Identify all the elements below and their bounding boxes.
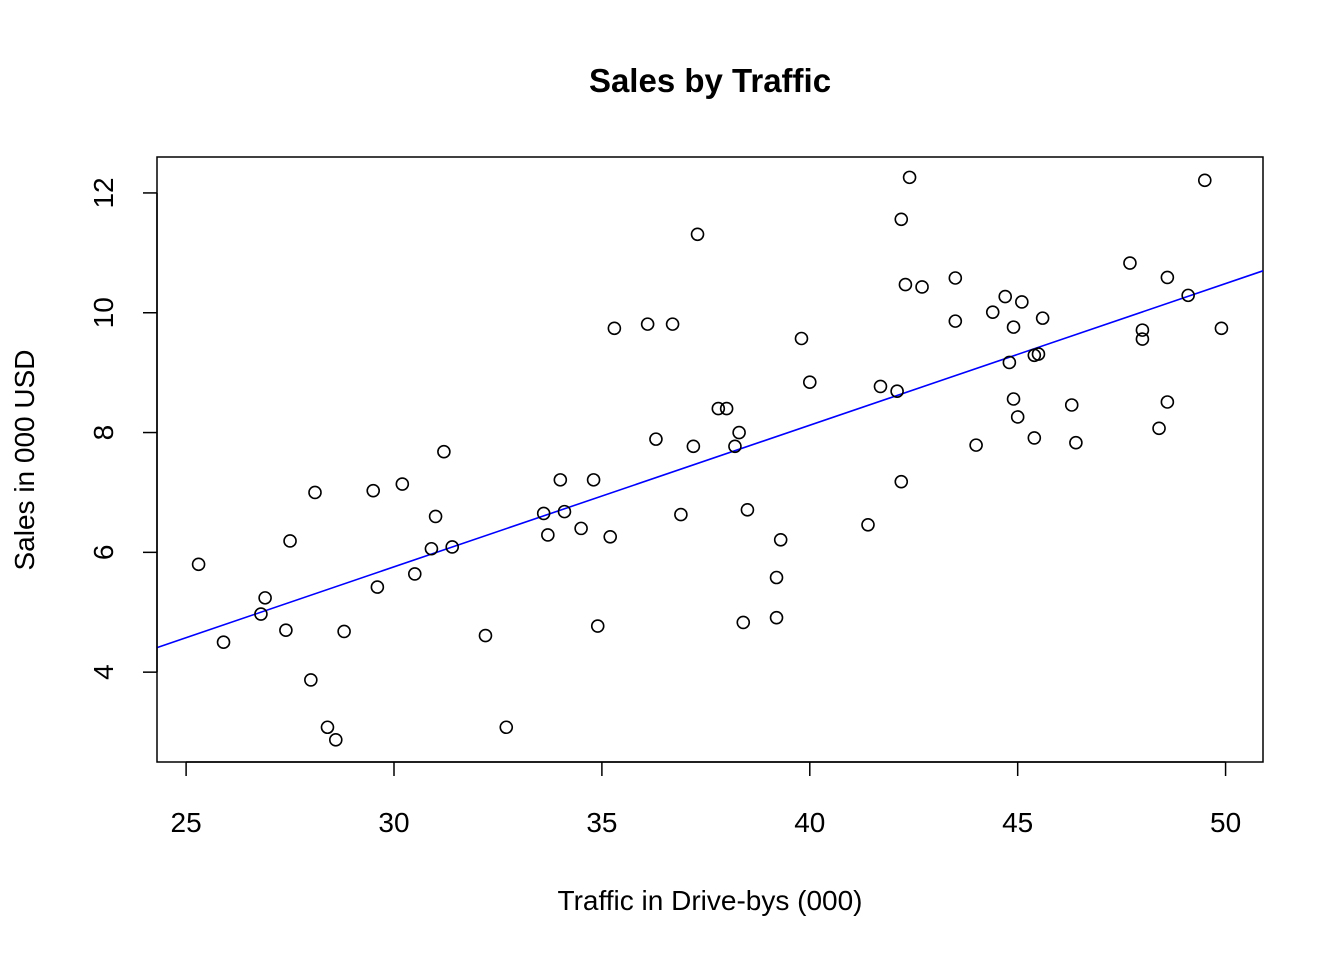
data-point bbox=[499, 720, 514, 735]
y-tick-label: 6 bbox=[88, 545, 119, 561]
data-point bbox=[736, 615, 751, 630]
x-tick-label: 45 bbox=[1002, 807, 1033, 838]
data-point bbox=[1015, 295, 1029, 309]
data-point bbox=[948, 271, 963, 285]
data-point bbox=[478, 628, 493, 643]
data-point bbox=[574, 521, 588, 536]
data-point bbox=[445, 540, 460, 554]
data-point bbox=[890, 384, 904, 399]
x-axis-label: Traffic in Drive-bys (000) bbox=[558, 885, 863, 916]
data-point bbox=[711, 401, 726, 416]
data-point bbox=[328, 733, 343, 747]
data-point bbox=[1214, 321, 1229, 336]
data-point bbox=[773, 532, 788, 547]
data-point bbox=[1064, 398, 1079, 412]
y-tick-label: 4 bbox=[88, 664, 119, 680]
data-point bbox=[536, 506, 551, 521]
data-point bbox=[428, 509, 443, 524]
data-point bbox=[607, 321, 622, 336]
y-tick-label: 10 bbox=[88, 297, 119, 328]
data-point bbox=[308, 485, 322, 500]
data-point bbox=[395, 477, 410, 491]
data-point bbox=[1135, 332, 1150, 346]
data-point bbox=[985, 305, 1000, 319]
data-point bbox=[674, 507, 688, 522]
y-tick-label: 12 bbox=[88, 177, 119, 208]
data-point bbox=[603, 529, 618, 544]
chart-title: Sales by Traffic bbox=[589, 62, 831, 99]
data-point bbox=[732, 425, 746, 440]
data-point bbox=[915, 280, 929, 294]
data-point bbox=[437, 444, 451, 459]
data-point bbox=[370, 580, 385, 594]
x-tick-label: 25 bbox=[171, 807, 202, 838]
data-point bbox=[1031, 347, 1046, 361]
data-point bbox=[553, 473, 568, 487]
regression-line bbox=[156, 270, 1264, 649]
data-point bbox=[1152, 421, 1166, 436]
data-point bbox=[902, 170, 917, 185]
y-tick-label: 8 bbox=[88, 425, 119, 441]
data-point bbox=[1069, 435, 1083, 450]
x-tick-label: 30 bbox=[378, 807, 409, 838]
data-point bbox=[665, 317, 680, 331]
data-point bbox=[769, 610, 784, 625]
data-point bbox=[1135, 323, 1150, 337]
data-point bbox=[1027, 431, 1042, 445]
data-point bbox=[1006, 320, 1021, 334]
data-point bbox=[728, 439, 742, 454]
data-point bbox=[686, 439, 701, 454]
data-point bbox=[894, 212, 909, 227]
data-point bbox=[861, 517, 875, 532]
data-point bbox=[1123, 256, 1137, 270]
data-point bbox=[740, 503, 755, 517]
data-point bbox=[649, 432, 663, 446]
data-point bbox=[279, 623, 293, 638]
data-point bbox=[254, 607, 268, 621]
data-point bbox=[557, 504, 572, 519]
data-point bbox=[541, 528, 555, 542]
data-point bbox=[366, 483, 381, 498]
data-point bbox=[1010, 410, 1025, 424]
x-tick-label: 40 bbox=[794, 807, 825, 838]
data-point bbox=[191, 557, 206, 572]
data-point bbox=[794, 331, 809, 346]
data-point bbox=[690, 227, 705, 242]
x-tick-label: 35 bbox=[586, 807, 617, 838]
data-point bbox=[283, 534, 297, 548]
x-tick-label: 50 bbox=[1210, 807, 1241, 838]
data-point bbox=[337, 624, 351, 639]
data-point bbox=[216, 635, 231, 649]
y-axis-label: Sales in 000 USD bbox=[9, 349, 40, 570]
data-point bbox=[1006, 392, 1021, 406]
data-point bbox=[1160, 395, 1175, 409]
data-point bbox=[802, 375, 817, 390]
data-point bbox=[304, 673, 318, 687]
data-point bbox=[407, 567, 422, 581]
data-point bbox=[948, 314, 963, 328]
data-point bbox=[1197, 173, 1212, 188]
data-point bbox=[898, 277, 913, 292]
data-point bbox=[719, 401, 734, 416]
data-point bbox=[424, 541, 439, 556]
data-point bbox=[640, 317, 655, 331]
data-point bbox=[998, 289, 1013, 304]
data-point bbox=[894, 474, 909, 489]
data-point bbox=[586, 473, 601, 487]
data-point bbox=[258, 591, 272, 605]
data-point bbox=[1181, 288, 1195, 303]
data-point bbox=[873, 379, 888, 394]
data-point bbox=[1035, 311, 1050, 325]
data-point bbox=[590, 619, 605, 633]
data-point bbox=[769, 570, 784, 585]
data-point bbox=[1002, 355, 1017, 370]
data-point bbox=[969, 438, 983, 452]
data-point bbox=[320, 720, 335, 735]
data-point bbox=[1160, 270, 1175, 285]
